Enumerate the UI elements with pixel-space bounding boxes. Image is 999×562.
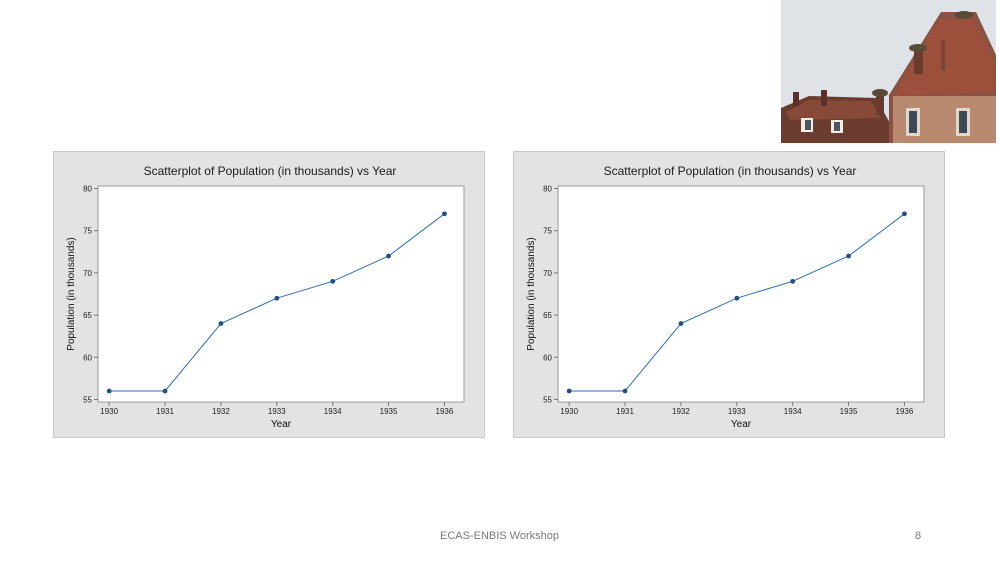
- data-point: [622, 388, 628, 394]
- data-point: [330, 278, 336, 284]
- x-tick-label: 1935: [840, 407, 858, 416]
- x-tick-label: 1932: [672, 407, 690, 416]
- data-point: [734, 295, 740, 301]
- header-photo: [781, 0, 996, 143]
- x-tick-label: 1936: [896, 407, 914, 416]
- y-tick-label: 80: [543, 185, 552, 194]
- y-tick-label: 65: [543, 311, 552, 320]
- data-point: [106, 388, 112, 394]
- y-tick-label: 65: [83, 311, 92, 320]
- data-point: [678, 321, 684, 326]
- x-tick-label: 1934: [784, 407, 802, 416]
- chart-panel-left: Scatterplot of Population (in thousands)…: [53, 151, 485, 438]
- y-tick-label: 70: [543, 269, 552, 278]
- y-tick-label: 60: [83, 353, 92, 362]
- y-tick-label: 75: [543, 227, 552, 236]
- y-tick-label: 55: [543, 395, 552, 404]
- x-axis-label: Year: [731, 419, 752, 430]
- y-axis-label: Population (in thousands): [66, 237, 77, 350]
- x-tick-label: 1931: [156, 407, 174, 416]
- chart-title: Scatterplot of Population (in thousands)…: [604, 164, 857, 178]
- x-tick-label: 1930: [100, 407, 118, 416]
- chart-title: Scatterplot of Population (in thousands)…: [144, 164, 397, 178]
- data-point: [790, 278, 796, 284]
- x-tick-label: 1935: [380, 407, 398, 416]
- data-point: [846, 253, 851, 259]
- x-tick-label: 1933: [728, 407, 746, 416]
- page-number: 8: [915, 530, 922, 542]
- data-point: [162, 388, 168, 394]
- data-point: [442, 211, 447, 217]
- y-axis-label: Population (in thousands): [526, 237, 537, 350]
- plot-area: [97, 185, 465, 403]
- y-tick-label: 80: [83, 185, 92, 194]
- x-tick-label: 1930: [560, 407, 578, 416]
- y-tick-label: 60: [543, 353, 552, 362]
- x-tick-label: 1936: [436, 407, 454, 416]
- y-tick-label: 75: [83, 227, 92, 236]
- x-tick-label: 1932: [212, 407, 230, 416]
- plot-area: [557, 185, 925, 403]
- y-tick-label: 70: [83, 269, 92, 278]
- data-point: [274, 295, 280, 301]
- chart-panel-right: Scatterplot of Population (in thousands)…: [513, 151, 945, 438]
- data-point: [386, 253, 391, 259]
- x-axis-label: Year: [271, 419, 292, 430]
- y-tick-label: 55: [83, 395, 92, 404]
- chart-svg: Scatterplot of Population (in thousands)…: [66, 164, 465, 430]
- data-point: [902, 211, 907, 217]
- x-tick-label: 1933: [268, 407, 286, 416]
- x-tick-label: 1931: [616, 407, 634, 416]
- footer-text: ECAS-ENBIS Workshop: [439, 530, 559, 542]
- x-tick-label: 1934: [324, 407, 342, 416]
- chart-svg: Scatterplot of Population (in thousands)…: [526, 164, 925, 430]
- data-point: [566, 388, 572, 394]
- data-point: [218, 321, 224, 326]
